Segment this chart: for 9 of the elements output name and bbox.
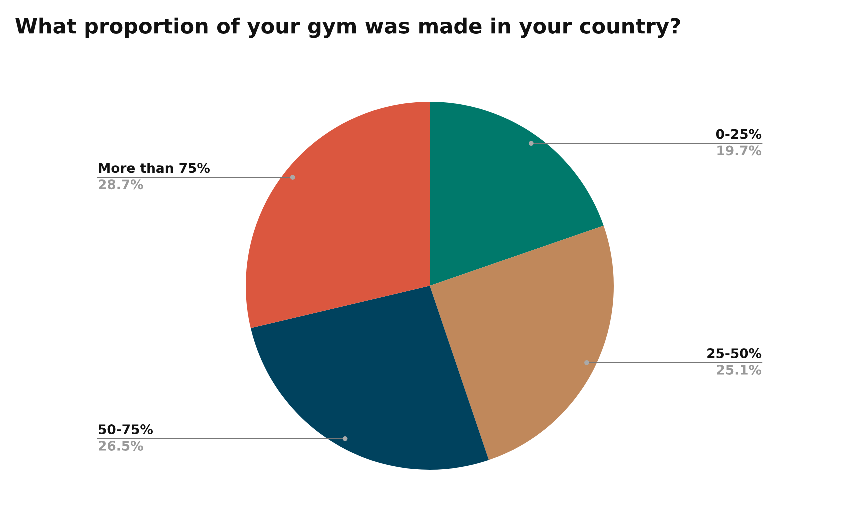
chart-title: What proportion of your gym was made in your country?: [16, 18, 680, 38]
slice-label: 0-25%: [716, 129, 762, 140]
data-label: 25.1%: [717, 364, 762, 375]
data-label: 26.5%: [99, 440, 144, 451]
data-label: 28.7%: [99, 180, 144, 190]
data-label: 19.7%: [718, 146, 762, 156]
slice-label: 25-50%: [708, 348, 762, 359]
slice-label: More than 75%: [99, 162, 210, 174]
slice-label: 50-75%: [99, 424, 153, 435]
